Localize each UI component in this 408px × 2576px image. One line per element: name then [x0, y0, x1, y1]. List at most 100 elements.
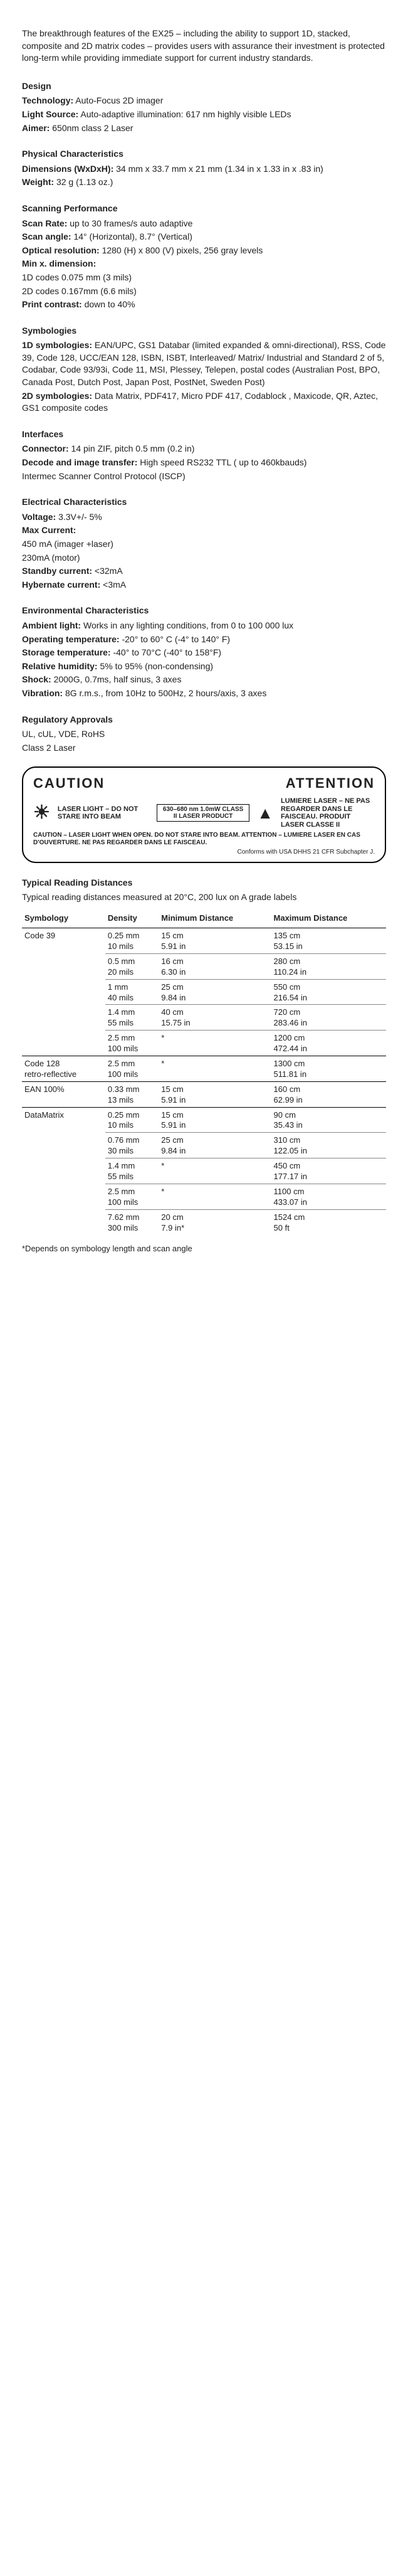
spec-line: Scan angle: 14° (Horizontal), 8.7° (Vert… — [22, 231, 386, 243]
table-cell — [22, 953, 105, 979]
table-header: Maximum Distance — [271, 909, 386, 928]
table-cell: 0.76 mm30 mils — [105, 1133, 159, 1158]
table-cell — [22, 1005, 105, 1031]
table-cell: EAN 100% — [22, 1081, 105, 1107]
table-row: DataMatrix0.25 mm10 mils15 cm5.91 in90 c… — [22, 1107, 386, 1133]
table-cell: 0.33 mm13 mils — [105, 1081, 159, 1107]
table-cell: 1.4 mm55 mils — [105, 1005, 159, 1031]
table-row: 2.5 mm100 mils*1200 cm472.44 in — [22, 1031, 386, 1056]
table-row: Code 390.25 mm10 mils15 cm5.91 in135 cm5… — [22, 928, 386, 954]
spec-line: 450 mA (imager +laser) — [22, 538, 386, 551]
spec-line: Aimer: 650nm class 2 Laser — [22, 122, 386, 135]
caution-right-text: LUMIERE LASER – NE PAS REGARDER DANS LE … — [281, 797, 375, 829]
table-cell: 0.25 mm10 mils — [105, 928, 159, 954]
table-cell: 550 cm216.54 in — [271, 979, 386, 1005]
spec-line: Voltage: 3.3V+/- 5% — [22, 511, 386, 524]
spec-line: Standby current: <32mA — [22, 565, 386, 578]
warning-triangle-icon — [254, 802, 276, 824]
spec-line: 2D symbologies: Data Matrix, PDF417, Mic… — [22, 390, 386, 415]
table-cell: * — [159, 1056, 271, 1081]
table-row: Code 128retro-reflective2.5 mm100 mils*1… — [22, 1056, 386, 1081]
table-cell — [22, 1158, 105, 1184]
spec-line: Light Source: Auto-adaptive illumination… — [22, 109, 386, 121]
caution-conforms: Conforms with USA DHHS 21 CFR Subchapter… — [33, 848, 375, 857]
table-row: 7.62 mm300 mils20 cm7.9 in*1524 cm50 ft — [22, 1209, 386, 1234]
spec-line: 1D symbologies: EAN/UPC, GS1 Databar (li… — [22, 339, 386, 388]
table-cell: 160 cm62.99 in — [271, 1081, 386, 1107]
table-cell: * — [159, 1031, 271, 1056]
spec-line: 2D codes 0.167mm (6.6 mils) — [22, 285, 386, 298]
spec-line: Operating temperature: -20° to 60° C (-4… — [22, 633, 386, 646]
table-cell: * — [159, 1184, 271, 1209]
table-cell: 15 cm5.91 in — [159, 1081, 271, 1107]
caution-title-right: ATTENTION — [286, 774, 375, 793]
table-cell: 2.5 mm100 mils — [105, 1056, 159, 1081]
table-cell: 310 cm122.05 in — [271, 1133, 386, 1158]
table-cell: 1.4 mm55 mils — [105, 1158, 159, 1184]
spec-line: Hybernate current: <3mA — [22, 579, 386, 591]
spec-line: 1D codes 0.075 mm (3 mils) — [22, 272, 386, 284]
table-subtitle: Typical reading distances measured at 20… — [22, 891, 386, 904]
spec-line: Min x. dimension: — [22, 258, 386, 270]
section-heading: Regulatory Approvals — [22, 714, 386, 726]
table-cell: 7.62 mm300 mils — [105, 1209, 159, 1234]
section-heading: Scanning Performance — [22, 203, 386, 215]
table-header: Symbology — [22, 909, 105, 928]
spec-line: Vibration: 8G r.m.s., from 10Hz to 500Hz… — [22, 687, 386, 700]
table-title: Typical Reading Distances — [22, 877, 386, 889]
spec-line: Decode and image transfer: High speed RS… — [22, 457, 386, 469]
spec-line: Shock: 2000G, 0.7ms, half sinus, 3 axes — [22, 674, 386, 686]
spec-line: Connector: 14 pin ZIF, pitch 0.5 mm (0.2… — [22, 443, 386, 455]
table-row: EAN 100%0.33 mm13 mils15 cm5.91 in160 cm… — [22, 1081, 386, 1107]
table-cell: 2.5 mm100 mils — [105, 1031, 159, 1056]
table-cell: 1300 cm511.81 in — [271, 1056, 386, 1081]
table-cell: 1200 cm472.44 in — [271, 1031, 386, 1056]
table-cell: 16 cm6.30 in — [159, 953, 271, 979]
spec-line: Ambient light: Works in any lighting con… — [22, 620, 386, 632]
table-cell: Code 39 — [22, 928, 105, 954]
table-cell — [22, 1133, 105, 1158]
laser-burst-icon — [33, 800, 53, 826]
table-row: 0.76 mm30 mils25 cm9.84 in310 cm122.05 i… — [22, 1133, 386, 1158]
table-row: 1 mm40 mils25 cm9.84 in550 cm216.54 in — [22, 979, 386, 1005]
table-cell: 15 cm5.91 in — [159, 928, 271, 954]
table-cell: 135 cm53.15 in — [271, 928, 386, 954]
spec-line: Optical resolution: 1280 (H) x 800 (V) p… — [22, 245, 386, 257]
table-header: Density — [105, 909, 159, 928]
spec-line: Class 2 Laser — [22, 742, 386, 755]
table-cell: 0.5 mm20 mils — [105, 953, 159, 979]
table-row: 0.5 mm20 mils16 cm6.30 in280 cm110.24 in — [22, 953, 386, 979]
spec-line: Scan Rate: up to 30 frames/s auto adapti… — [22, 218, 386, 230]
spec-line: Max Current: — [22, 524, 386, 537]
table-row: 2.5 mm100 mils*1100 cm433.07 in — [22, 1184, 386, 1209]
table-cell: 720 cm283.46 in — [271, 1005, 386, 1031]
section-heading: Electrical Characteristics — [22, 496, 386, 509]
spec-line: Technology: Auto-Focus 2D imager — [22, 95, 386, 107]
section-heading: Symbologies — [22, 325, 386, 337]
table-cell — [22, 1184, 105, 1209]
spec-line: Intermec Scanner Control Protocol (ISCP) — [22, 470, 386, 483]
table-row: 1.4 mm55 mils40 cm15.75 in720 cm283.46 i… — [22, 1005, 386, 1031]
caution-center-box: 630–680 nm 1.0mW CLASS II LASER PRODUCT — [157, 804, 249, 822]
intro-text: The breakthrough features of the EX25 – … — [22, 28, 386, 65]
table-footnote: *Depends on symbology length and scan an… — [22, 1243, 386, 1254]
table-cell — [22, 979, 105, 1005]
table-cell: 0.25 mm10 mils — [105, 1107, 159, 1133]
table-cell: 450 cm177.17 in — [271, 1158, 386, 1184]
table-cell: 2.5 mm100 mils — [105, 1184, 159, 1209]
table-cell: 1 mm40 mils — [105, 979, 159, 1005]
table-cell: 90 cm35.43 in — [271, 1107, 386, 1133]
section-heading: Design — [22, 80, 386, 93]
section-heading: Environmental Characteristics — [22, 605, 386, 617]
caution-footer: CAUTION – LASER LIGHT WHEN OPEN. DO NOT … — [33, 832, 375, 847]
table-cell: 1100 cm433.07 in — [271, 1184, 386, 1209]
section-heading: Physical Characteristics — [22, 148, 386, 161]
table-cell: 280 cm110.24 in — [271, 953, 386, 979]
spec-line: Print contrast: down to 40% — [22, 299, 386, 311]
caution-label: CAUTION ATTENTION LASER LIGHT – DO NOT S… — [22, 766, 386, 862]
table-cell: 25 cm9.84 in — [159, 979, 271, 1005]
caution-title-left: CAUTION — [33, 774, 105, 793]
table-cell: 40 cm15.75 in — [159, 1005, 271, 1031]
table-cell: 15 cm5.91 in — [159, 1107, 271, 1133]
table-header: Minimum Distance — [159, 909, 271, 928]
